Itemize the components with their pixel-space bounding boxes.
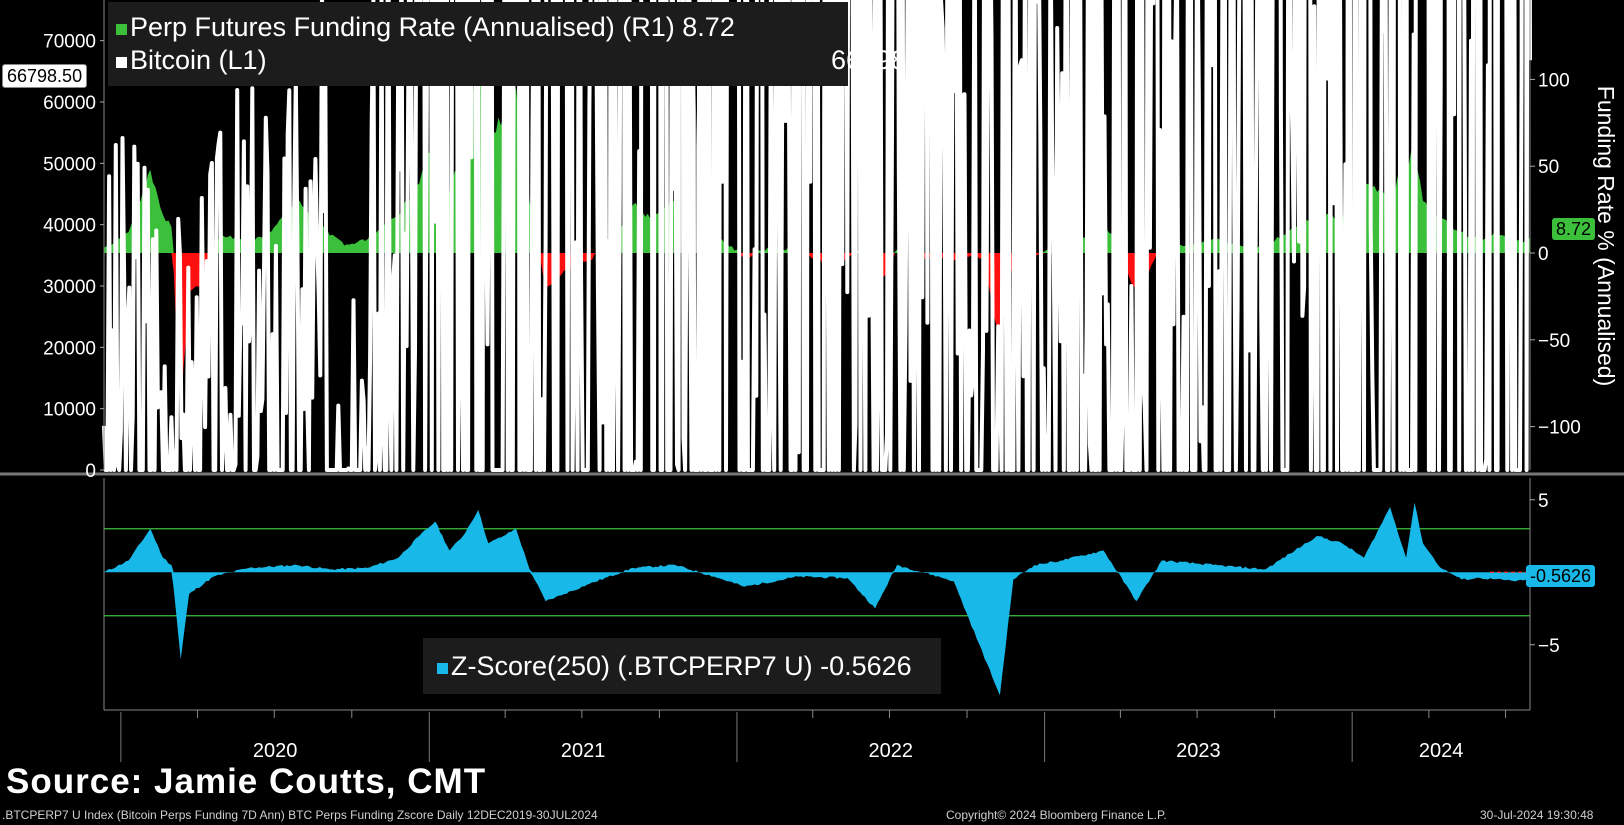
bitcoin-price-line [102,0,1532,472]
right-tick-label: −100 [1538,418,1581,439]
left-tick-label: 10000 [43,400,96,421]
bottom-panel [104,502,1530,696]
year-label: 2021 [561,740,606,762]
axes: 0 10000 20000 30000 40000 50000 60000 70000 −100… [0,0,1624,762]
zscore-value-tag: -0.5626 [1526,565,1596,587]
source-text: Source: Jamie Coutts, CMT [6,762,487,801]
zscore-swatch [437,663,448,674]
legend-bitcoin: Bitcoin (L1) 66798.50 [116,45,944,76]
legend-funding: Perp Futures Funding Rate (Annualised) (… [116,12,856,43]
year-label: 2022 [868,740,913,762]
zscore-tick-label: 5 [1538,491,1549,512]
left-tick-label: 40000 [43,216,96,237]
bitcoin-swatch [116,57,127,68]
zscore-tick-label: −5 [1538,636,1560,657]
bitcoin-value-tag: 66798.50 [2,64,88,88]
bottom-legend: Z-Score(250) (.BTCPERP7 U) -0.5626 [423,638,941,694]
legend-zscore: Z-Score(250) (.BTCPERP7 U) -0.5626 [437,651,955,682]
right-axis-label: Funding Rate % (Annualised) [1593,86,1619,386]
footer-right: 30-Jul-2024 19:30:48 [1480,808,1594,822]
funding-swatch [116,24,127,35]
legend-zscore-label: Z-Score(250) (.BTCPERP7 U) [451,651,813,681]
right-tick-label: −50 [1538,331,1570,352]
left-tick-label: 0 [85,461,96,482]
year-label: 2024 [1419,740,1464,762]
legend-bitcoin-value: 66798.50 [831,45,944,75]
left-tick-label: 60000 [43,93,96,114]
left-tick-label: 50000 [43,154,96,175]
legend-funding-value: 8.72 [682,12,735,42]
right-tick-label: 50 [1538,157,1559,178]
footer-center: Copyright© 2024 Bloomberg Finance L.P. [946,808,1167,822]
left-tick-label: 20000 [43,338,96,359]
right-tick-label: 0 [1538,244,1549,265]
legend-zscore-value: -0.5626 [820,651,912,681]
footer-left: .BTCPERP7 U Index (Bitcoin Perps Funding… [2,808,598,822]
right-tick-label: 100 [1538,70,1570,91]
year-label: 2023 [1176,740,1221,762]
left-tick-label: 70000 [43,32,96,53]
legend-bitcoin-label: Bitcoin (L1) [130,45,267,75]
top-legend: Perp Futures Funding Rate (Annualised) (… [108,2,944,86]
zscore-positive-area [104,502,1530,573]
funding-value-tag: 8.72 [1552,218,1596,240]
legend-funding-label: Perp Futures Funding Rate (Annualised) (… [130,12,675,42]
left-tick-label: 30000 [43,277,96,298]
year-label: 2020 [253,740,298,762]
top-panel [102,0,1532,472]
